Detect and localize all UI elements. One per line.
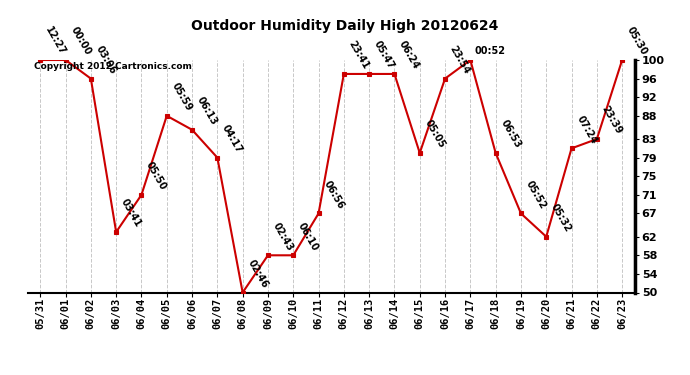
Text: 23:54: 23:54 bbox=[448, 44, 472, 76]
Text: 12:27: 12:27 bbox=[43, 26, 67, 57]
Text: 02:43: 02:43 bbox=[270, 220, 295, 252]
Text: 06:53: 06:53 bbox=[498, 118, 522, 150]
Text: 05:05: 05:05 bbox=[422, 118, 446, 150]
Text: 03:41: 03:41 bbox=[119, 197, 143, 229]
Text: 06:56: 06:56 bbox=[322, 179, 346, 211]
Text: 05:59: 05:59 bbox=[170, 81, 194, 113]
Text: 05:52: 05:52 bbox=[524, 179, 548, 211]
Text: 00:00: 00:00 bbox=[68, 26, 92, 57]
Text: 06:10: 06:10 bbox=[296, 220, 320, 252]
Text: Outdoor Humidity Daily High 20120624: Outdoor Humidity Daily High 20120624 bbox=[191, 19, 499, 33]
Text: 05:50: 05:50 bbox=[144, 160, 168, 192]
Text: Copyright 2012 Cartronics.com: Copyright 2012 Cartronics.com bbox=[34, 62, 192, 71]
Text: 02:46: 02:46 bbox=[246, 258, 270, 290]
Text: 06:24: 06:24 bbox=[397, 39, 422, 71]
Text: 05:30: 05:30 bbox=[625, 26, 649, 57]
Text: 23:39: 23:39 bbox=[600, 104, 624, 136]
Text: 03:06: 03:06 bbox=[94, 44, 118, 76]
Text: 23:41: 23:41 bbox=[346, 39, 371, 71]
Text: 05:47: 05:47 bbox=[372, 39, 396, 71]
Text: 07:24: 07:24 bbox=[574, 114, 598, 146]
Text: 04:17: 04:17 bbox=[220, 123, 244, 155]
Text: 05:32: 05:32 bbox=[549, 202, 573, 234]
Text: 06:13: 06:13 bbox=[195, 95, 219, 127]
Text: 00:52: 00:52 bbox=[475, 46, 506, 56]
